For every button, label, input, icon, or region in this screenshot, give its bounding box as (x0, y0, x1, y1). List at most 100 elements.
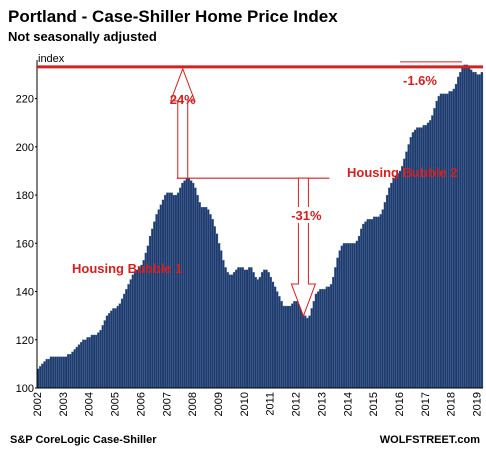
bar (69, 354, 72, 389)
bar (198, 202, 201, 389)
bar (92, 334, 96, 389)
chart-subtitle: Not seasonally adjusted (8, 29, 157, 44)
bar (355, 240, 359, 389)
bar (263, 269, 266, 389)
bar (189, 180, 193, 389)
bar (41, 363, 44, 389)
bar (200, 206, 204, 389)
bar (286, 305, 290, 389)
bar (426, 122, 430, 389)
bar (131, 274, 135, 389)
x-tick-label: 2012 (291, 392, 303, 416)
bar (480, 71, 484, 389)
bar (308, 315, 311, 389)
arrow-up (170, 67, 196, 179)
bar (271, 281, 275, 389)
bar (90, 334, 94, 389)
bar (383, 202, 387, 389)
bar (388, 187, 391, 389)
bar (219, 250, 223, 389)
bar (342, 243, 346, 389)
bar (459, 71, 462, 389)
bar (103, 320, 107, 389)
bar (398, 170, 402, 389)
bar (396, 173, 400, 389)
bar (213, 226, 216, 389)
bar (392, 178, 395, 389)
bar (310, 308, 313, 389)
bar (366, 219, 369, 389)
x-tick-label: 2007 (161, 392, 173, 416)
bar (288, 305, 292, 389)
x-tick-label: 2018 (446, 392, 458, 416)
bar (299, 308, 303, 389)
bar (381, 209, 385, 389)
bar (172, 194, 176, 389)
bar (215, 233, 219, 389)
bar (332, 276, 335, 389)
bar (161, 199, 165, 389)
bar (151, 228, 154, 389)
bar (334, 267, 337, 389)
bar (452, 88, 456, 389)
bar (114, 308, 117, 389)
bar (349, 243, 352, 389)
bar (58, 356, 61, 389)
bar (465, 64, 469, 389)
bar (54, 356, 57, 389)
bar (329, 284, 333, 389)
bar (123, 293, 126, 389)
x-tick-label: 2005 (110, 392, 122, 416)
bar (140, 264, 143, 389)
bar (163, 194, 167, 389)
bar (312, 301, 316, 389)
bar (469, 69, 473, 389)
bar (82, 339, 85, 389)
x-tick-label: 2002 (32, 392, 44, 416)
bar (385, 194, 389, 389)
bar (155, 214, 158, 389)
bar (377, 216, 380, 389)
bar (174, 194, 178, 389)
bar (232, 272, 236, 389)
bar (454, 83, 458, 389)
bar (441, 93, 445, 389)
bar (252, 272, 255, 389)
bar (301, 313, 305, 389)
bar (241, 267, 244, 389)
bar (364, 221, 367, 389)
bar (273, 286, 277, 389)
bar (226, 272, 229, 389)
bar (62, 356, 66, 389)
y-axis-label: index (38, 53, 65, 65)
bar (476, 74, 479, 389)
bar (276, 291, 279, 389)
label-bg (281, 207, 326, 223)
bar (194, 187, 197, 389)
bar (280, 301, 283, 389)
bar (278, 296, 281, 389)
annotation: 24% (170, 92, 196, 107)
bar (325, 286, 329, 389)
bar (135, 269, 139, 389)
bar (428, 120, 432, 389)
bar (170, 192, 173, 389)
bar (110, 310, 113, 389)
x-tick-label: 2017 (420, 392, 432, 416)
bar (56, 356, 59, 389)
bar (435, 100, 438, 389)
y-tick-label: 100 (16, 383, 34, 395)
bar (47, 358, 51, 389)
bar (204, 206, 208, 389)
bar (360, 228, 363, 389)
bar (181, 182, 184, 389)
bar (400, 165, 404, 389)
bar (107, 313, 111, 389)
bar (245, 269, 249, 389)
bar (254, 276, 257, 389)
bar (39, 366, 42, 389)
x-tick-label: 2004 (84, 392, 96, 416)
bar (116, 305, 120, 389)
bar (79, 342, 83, 389)
annotation: -1.6% (403, 73, 437, 88)
